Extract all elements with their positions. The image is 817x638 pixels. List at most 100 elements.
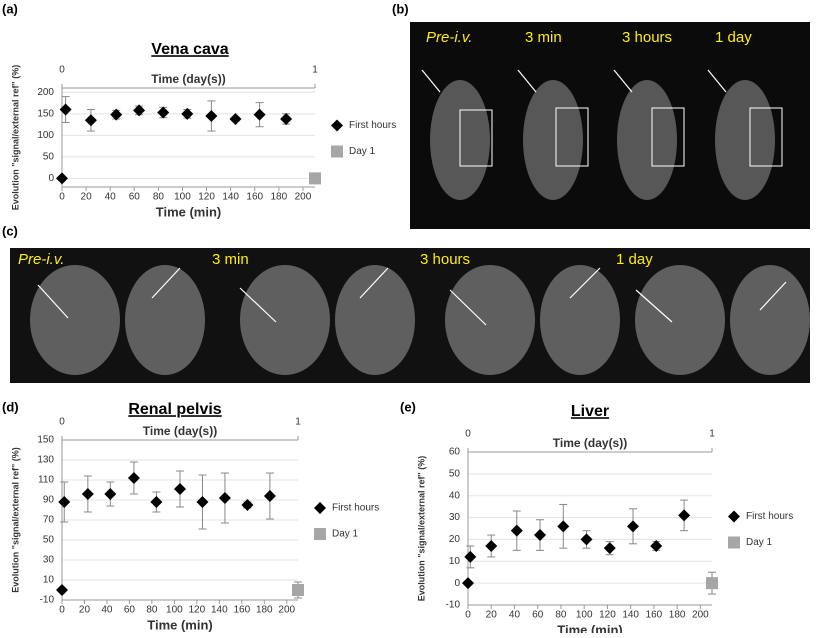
legend-marker: [728, 510, 740, 523]
x2-tick-label: 1: [312, 65, 318, 76]
y-tick-label: 0: [454, 578, 460, 589]
data-point: [157, 106, 170, 119]
panel-label: (b): [392, 1, 409, 16]
data-point: [626, 520, 639, 533]
data-point: [580, 533, 593, 546]
data-point: [650, 539, 663, 552]
y-tick-label: 10: [449, 556, 461, 567]
x-tick-label: 80: [153, 192, 165, 203]
x-tick-label: 0: [59, 605, 65, 616]
x-tick-label: 0: [59, 192, 65, 203]
y-tick-label: 50: [43, 152, 55, 163]
image-caption: 3 hours: [622, 29, 672, 46]
panel-label: (c): [2, 223, 18, 238]
y-tick-label: -10: [446, 600, 461, 611]
x-tick-label: 160: [233, 605, 250, 616]
x-tick-label: 60: [532, 610, 544, 621]
y-axis-label: Evolution "signal/external ref" (%): [10, 65, 20, 211]
data-point: [263, 490, 276, 502]
x2-tick-label: 1: [709, 429, 715, 440]
x-tick-label: 160: [246, 192, 263, 203]
x-tick-label: 200: [295, 192, 312, 203]
y-tick-label: 50: [449, 468, 461, 479]
x-tick-label: 140: [211, 605, 228, 616]
y-tick-label: 60: [449, 447, 461, 458]
panel-label: (a): [2, 1, 18, 16]
y-tick-label: 50: [43, 535, 55, 546]
x-tick-label: 60: [129, 192, 141, 203]
data-point: [280, 112, 293, 125]
x-tick-label: 40: [101, 605, 113, 616]
data-point: [133, 104, 146, 117]
y-tick-label: 30: [43, 555, 55, 566]
data-point: [205, 109, 218, 122]
x-tick-label: 180: [669, 610, 686, 621]
chart-title: Liver: [571, 403, 609, 420]
y-tick-label: 150: [37, 435, 54, 446]
x-tick-label: 180: [271, 192, 288, 203]
data-point: [56, 584, 68, 596]
legend-label: Day 1: [349, 146, 376, 157]
x-tick-label: 40: [105, 192, 117, 203]
data-point: [110, 108, 123, 121]
x2-tick-label: 1: [295, 417, 301, 428]
x2-axis-label: Time (day(s)): [151, 72, 225, 86]
legend-label: First hours: [349, 120, 396, 131]
y-tick-label: 10: [43, 575, 55, 586]
x-tick-label: 100: [166, 605, 183, 616]
y-tick-label: 20: [449, 534, 461, 545]
data-point: [81, 488, 94, 500]
data-point: [678, 509, 691, 522]
legend-label: First hours: [746, 511, 793, 522]
x-axis-label: Time (min): [557, 622, 623, 633]
y-tick-label: 0: [48, 173, 54, 184]
x-tick-label: 140: [622, 610, 639, 621]
data-point: [462, 577, 474, 590]
data-point: [309, 172, 321, 185]
data-point: [174, 483, 186, 495]
arrows: [37, 267, 787, 326]
y-tick-label: 30: [449, 512, 461, 523]
data-point: [58, 496, 71, 508]
y-axis-label: Evolution "signal/external ref" (%): [10, 447, 20, 593]
x-axis-label: Time (min): [147, 617, 213, 632]
chart-title: Vena cava: [151, 41, 229, 58]
x-tick-label: 20: [486, 610, 498, 621]
x-tick-label: 0: [465, 610, 471, 621]
data-point: [464, 550, 477, 563]
y-tick-label: 130: [37, 455, 54, 466]
data-point: [56, 172, 68, 185]
x-tick-label: 80: [146, 605, 158, 616]
y-tick-label: 110: [38, 475, 54, 486]
legend-marker: [314, 528, 326, 540]
x-tick-label: 200: [692, 610, 709, 621]
legend-marker: [314, 502, 326, 514]
y-tick-label: 40: [449, 490, 461, 501]
image-caption: 1 day: [715, 29, 752, 46]
data-point: [253, 108, 266, 121]
y-tick-label: 150: [37, 108, 54, 119]
image-caption: Pre-i.v.: [426, 29, 472, 46]
y-tick-label: 100: [37, 130, 54, 141]
panel-label: (d): [2, 399, 19, 414]
y-axis-label: Evolution "signal/external ref" (%): [416, 456, 426, 602]
data-point: [292, 584, 304, 596]
x-tick-label: 20: [81, 192, 93, 203]
image-caption: 1 day: [616, 251, 653, 268]
x-axis-label: Time (min): [156, 204, 222, 219]
data-point: [485, 539, 498, 552]
x-tick-label: 200: [278, 605, 295, 616]
data-point: [181, 107, 194, 120]
panel-label: (e): [400, 399, 416, 414]
image-caption: 3 min: [525, 29, 562, 46]
y-tick-label: 70: [43, 515, 55, 526]
legend-label: First hours: [332, 503, 379, 514]
chart-title: Renal pelvis: [128, 401, 221, 418]
x-tick-label: 80: [555, 610, 567, 621]
data-point: [706, 577, 718, 590]
data-point: [557, 520, 570, 533]
data-point: [229, 112, 242, 125]
x-tick-label: 60: [124, 605, 136, 616]
image-caption: 3 min: [212, 251, 249, 268]
